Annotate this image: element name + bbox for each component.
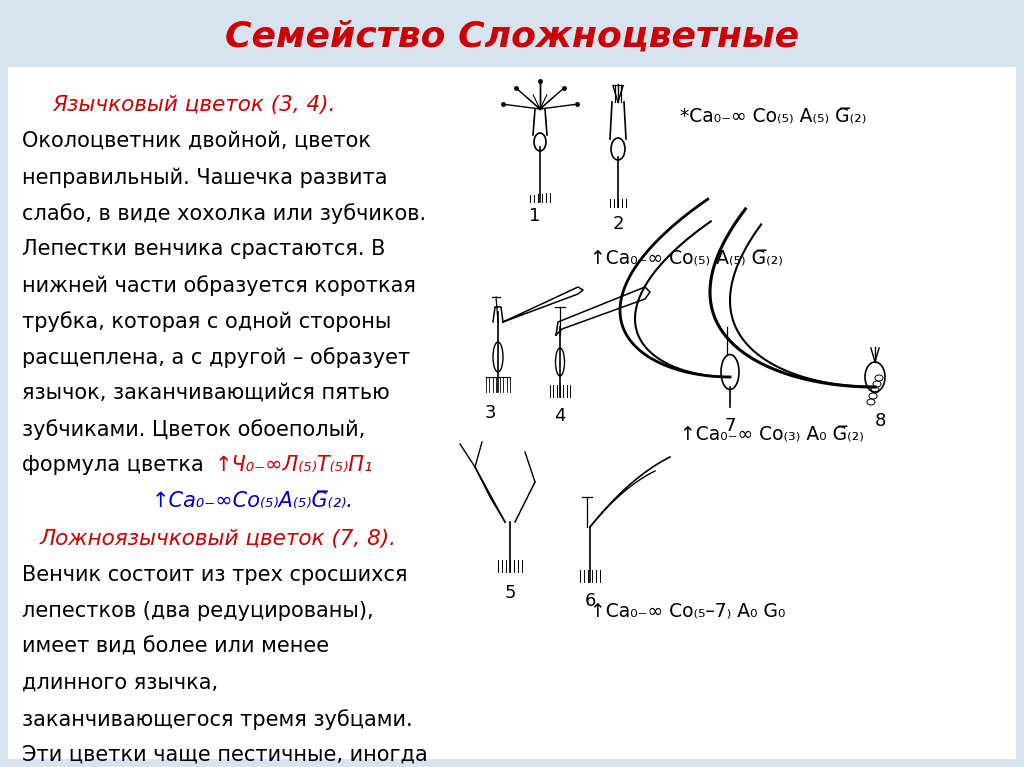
Text: ↑Ca₀₋∞ Co₍₃₎ A₀ G̅₍₂₎: ↑Ca₀₋∞ Co₍₃₎ A₀ G̅₍₂₎ — [680, 425, 864, 444]
Text: формула цветка: формула цветка — [22, 455, 210, 475]
Text: 4: 4 — [554, 407, 565, 425]
Text: ↑Ca₀₋∞ Co₍₅₎ A₍₅₎ G̅₍₂₎: ↑Ca₀₋∞ Co₍₅₎ A₍₅₎ G̅₍₂₎ — [590, 249, 783, 268]
Text: ↑Ca₀₋∞ Co₍₅–7₎ A₀ G₀: ↑Ca₀₋∞ Co₍₅–7₎ A₀ G₀ — [590, 602, 785, 621]
Text: 2: 2 — [612, 215, 624, 233]
FancyBboxPatch shape — [8, 8, 1016, 67]
Text: 5: 5 — [504, 584, 516, 602]
Text: ↑Ч₀₋∞Л₍₅₎Т₍₅₎П₁: ↑Ч₀₋∞Л₍₅₎Т₍₅₎П₁ — [215, 455, 374, 475]
Text: Околоцветник двойной, цветок: Околоцветник двойной, цветок — [22, 131, 371, 151]
Text: 3: 3 — [484, 404, 496, 422]
Text: 1: 1 — [529, 207, 541, 225]
Text: имеет вид более или менее: имеет вид более или менее — [22, 637, 329, 657]
Text: Лепестки венчика срастаются. В: Лепестки венчика срастаются. В — [22, 239, 385, 259]
Text: Венчик состоит из трех сросшихся: Венчик состоит из трех сросшихся — [22, 565, 408, 585]
Text: 8: 8 — [874, 412, 886, 430]
FancyBboxPatch shape — [8, 8, 1016, 759]
Text: *Ca₀₋∞ Co₍₅₎ A₍₅₎ G̅₍₂₎: *Ca₀₋∞ Co₍₅₎ A₍₅₎ G̅₍₂₎ — [680, 107, 866, 126]
Text: длинного язычка,: длинного язычка, — [22, 673, 218, 693]
Text: Ложноязычковый цветок (7, 8).: Ложноязычковый цветок (7, 8). — [40, 529, 397, 549]
Text: Язычковый цветок (3, 4).: Язычковый цветок (3, 4). — [52, 95, 336, 115]
Text: заканчивающегося тремя зубцами.: заканчивающегося тремя зубцами. — [22, 709, 413, 730]
Text: лепестков (два редуцированы),: лепестков (два редуцированы), — [22, 601, 374, 621]
Text: зубчиками. Цветок обоеполый,: зубчиками. Цветок обоеполый, — [22, 419, 366, 439]
Text: неправильный. Чашечка развита: неправильный. Чашечка развита — [22, 167, 387, 187]
Text: ↑Ca₀₋∞Co₍₅₎A₍₅₎G̅₍₂₎.: ↑Ca₀₋∞Co₍₅₎A₍₅₎G̅₍₂₎. — [152, 491, 354, 511]
Text: Эти цветки чаще пестичные, иногда: Эти цветки чаще пестичные, иногда — [22, 745, 428, 765]
Text: 7: 7 — [724, 417, 736, 435]
Text: нижней части образуется короткая: нижней части образуется короткая — [22, 275, 416, 296]
Text: трубка, которая с одной стороны: трубка, которая с одной стороны — [22, 311, 391, 332]
Text: слабо, в виде хохолка или зубчиков.: слабо, в виде хохолка или зубчиков. — [22, 203, 426, 224]
Text: 6: 6 — [585, 592, 596, 610]
Text: Семейство Сложноцветные: Семейство Сложноцветные — [225, 19, 799, 53]
Text: язычок, заканчивающийся пятью: язычок, заканчивающийся пятью — [22, 383, 390, 403]
Text: расщеплена, а с другой – образует: расщеплена, а с другой – образует — [22, 347, 411, 368]
